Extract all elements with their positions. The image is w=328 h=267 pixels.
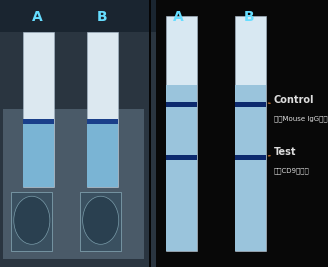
Bar: [80, 192, 121, 251]
Bar: [235, 16, 266, 251]
Text: A: A: [32, 10, 43, 24]
Text: B: B: [244, 10, 255, 24]
Text: A: A: [174, 10, 184, 24]
Bar: [0, 0, 156, 32]
Text: Control: Control: [274, 95, 314, 105]
Bar: [166, 102, 197, 107]
Bar: [235, 85, 266, 251]
Bar: [3, 105, 144, 107]
Bar: [235, 102, 266, 107]
Bar: [149, 0, 151, 267]
Bar: [156, 0, 328, 267]
Bar: [23, 32, 54, 187]
Ellipse shape: [14, 196, 50, 244]
Bar: [0, 0, 156, 267]
Bar: [23, 123, 54, 187]
Bar: [87, 119, 118, 124]
Bar: [87, 32, 118, 187]
Bar: [11, 192, 52, 251]
Text: （抗CD9抗体）: （抗CD9抗体）: [274, 168, 310, 174]
Text: B: B: [96, 10, 107, 24]
Ellipse shape: [83, 196, 119, 244]
Bar: [235, 155, 266, 160]
Bar: [87, 123, 118, 187]
Text: Test: Test: [274, 147, 297, 157]
Bar: [23, 119, 54, 124]
Text: （抗Mouse IgG抗体）: （抗Mouse IgG抗体）: [274, 116, 328, 122]
Bar: [3, 109, 144, 259]
Bar: [166, 16, 197, 251]
Bar: [166, 155, 197, 160]
Bar: [166, 85, 197, 251]
